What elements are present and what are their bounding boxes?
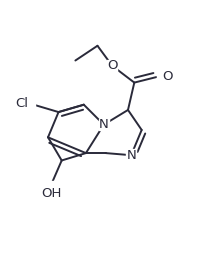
Text: O: O: [163, 70, 173, 83]
Text: O: O: [107, 59, 118, 72]
Bar: [21, 98, 35, 110]
Bar: [126, 149, 137, 161]
Bar: [107, 60, 118, 72]
Bar: [44, 181, 59, 193]
Text: OH: OH: [41, 187, 61, 200]
Text: N: N: [126, 149, 136, 162]
Text: N: N: [99, 118, 109, 131]
Bar: [98, 119, 109, 130]
Bar: [157, 70, 168, 82]
Text: Cl: Cl: [15, 97, 28, 110]
